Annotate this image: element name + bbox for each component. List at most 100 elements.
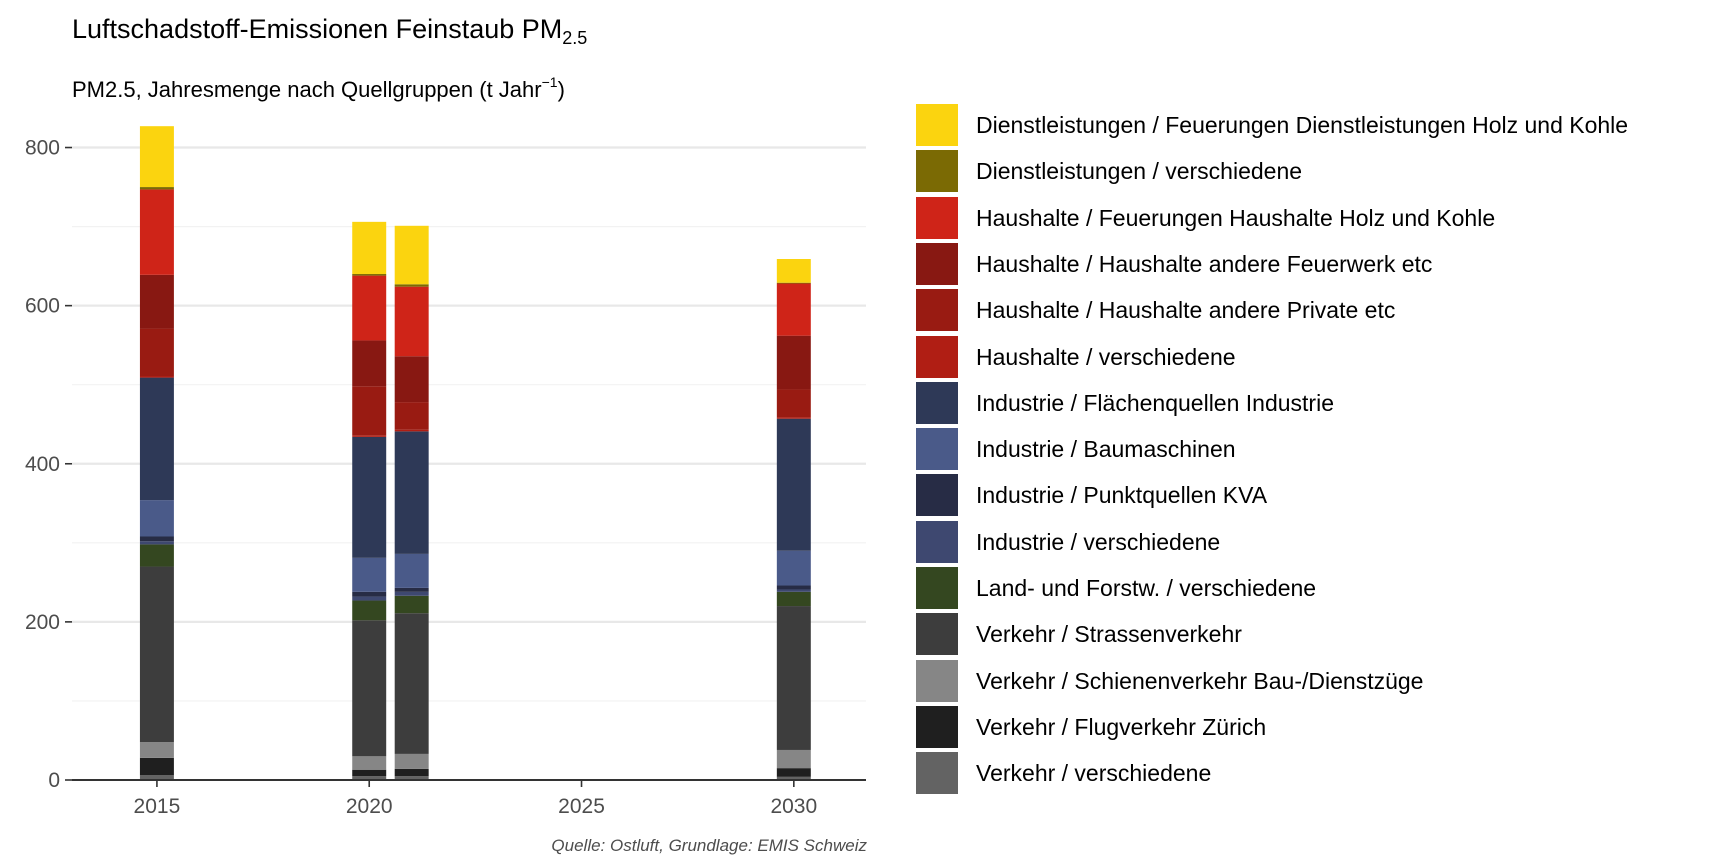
bar-segment — [394, 613, 429, 754]
bar-segment — [776, 749, 811, 769]
legend-label: Industrie / Flächenquellen Industrie — [976, 389, 1334, 416]
bar-segment — [352, 275, 387, 341]
y-tick-label: 400 — [25, 453, 60, 476]
chart-subtitle-main: PM2.5, Jahresmenge nach Quellgruppen (t … — [72, 77, 542, 102]
legend-item: Dienstleistungen / Feuerungen Dienstleis… — [916, 103, 1716, 149]
legend-label: Verkehr / Schienenverkehr Bau-/Dienstzüg… — [976, 667, 1424, 694]
legend-label: Industrie / Punktquellen KVA — [976, 482, 1268, 509]
bar-segment — [139, 126, 174, 188]
bar-segment — [776, 776, 811, 780]
bar-segment — [139, 536, 174, 542]
bar-segment — [776, 389, 811, 418]
bar-segment — [394, 225, 429, 285]
legend-item: Dienstleistungen / verschiedene — [916, 149, 1716, 195]
bar-segment — [394, 402, 429, 430]
legend-item: Industrie / Flächenquellen Industrie — [916, 381, 1716, 427]
bar-segment — [352, 756, 387, 770]
legend-item: Haushalte / verschiedene — [916, 335, 1716, 381]
legend-label: Verkehr / verschiedene — [976, 760, 1212, 787]
chart-title: Luftschadstoff-Emissionen Feinstaub PM2.… — [72, 14, 587, 49]
bar-segment — [139, 377, 174, 501]
legend-item: Industrie / verschiedene — [916, 520, 1716, 566]
legend-label: Haushalte / verschiedene — [976, 343, 1236, 370]
legend-key-swatch — [916, 428, 958, 471]
bar-segment — [394, 591, 429, 596]
bar-segment — [139, 500, 174, 537]
legend-label: Dienstleistungen / Feuerungen Dienstleis… — [976, 112, 1629, 138]
chart-subtitle: PM2.5, Jahresmenge nach Quellgruppen (t … — [72, 74, 565, 103]
bar-segment — [776, 585, 811, 590]
bar-segment — [139, 328, 174, 377]
bar-segment — [139, 757, 174, 776]
bar-segment — [139, 541, 174, 545]
legend-label: Industrie / verschiedene — [976, 528, 1221, 555]
bar-segment — [776, 550, 811, 586]
legend-label: Haushalte / Haushalte andere Feuerwerk e… — [976, 250, 1433, 277]
legend-label: Haushalte / Feuerungen Haushalte Holz un… — [976, 204, 1496, 231]
legend-item: Industrie / Punktquellen KVA — [916, 473, 1716, 519]
legend-label: Dienstleistungen / verschiedene — [976, 158, 1303, 185]
legend-item: Industrie / Baumaschinen — [916, 427, 1716, 473]
bar-segment — [394, 776, 429, 780]
bar-segment — [776, 589, 811, 592]
y-tick-label: 0 — [48, 769, 60, 792]
bar-segment — [352, 620, 387, 757]
bar-segment — [776, 259, 811, 283]
chart-subtitle-end: ) — [557, 77, 565, 102]
chart-caption: Quelle: Ostluft, Grundlage: EMIS Schweiz — [551, 836, 867, 855]
chart-title-main: Luftschadstoff-Emissionen Feinstaub PM — [72, 14, 563, 44]
legend-key-swatch — [916, 150, 958, 193]
y-tick-label: 600 — [25, 295, 60, 318]
bar-segment — [776, 283, 811, 336]
bar-segment — [352, 596, 387, 601]
legend-item: Land- und Forstw. / verschiedene — [916, 566, 1716, 612]
legend-key-swatch — [916, 381, 958, 424]
chart-title-subscript: 2.5 — [562, 28, 588, 48]
legend-key-swatch — [916, 705, 958, 748]
bar-segment — [352, 776, 387, 780]
legend-key-swatch — [916, 335, 958, 378]
bar-segment — [352, 557, 387, 592]
legend-label: Industrie / Baumaschinen — [976, 436, 1236, 463]
legend-key-swatch — [916, 613, 958, 656]
legend-item: Verkehr / Flugverkehr Zürich — [916, 705, 1716, 751]
legend-key-swatch — [916, 196, 958, 239]
bar-segment — [776, 335, 811, 390]
bar-segment — [394, 768, 429, 777]
bar-segment — [394, 753, 429, 769]
bar-segment — [139, 189, 174, 275]
legend-item: Haushalte / Feuerungen Haushalte Holz un… — [916, 196, 1716, 242]
legend-key-swatch — [916, 567, 958, 609]
legend-item: Verkehr / verschiedene — [916, 751, 1716, 797]
bar-segment — [394, 286, 429, 357]
bar-segment — [139, 274, 174, 329]
legend-key-swatch — [916, 104, 958, 146]
bar-segment — [394, 595, 429, 614]
bar-segment — [394, 429, 429, 432]
legend-item: Haushalte / Haushalte andere Private etc — [916, 288, 1716, 334]
legend-item: Verkehr / Schienenverkehr Bau-/Dienstzüg… — [916, 659, 1716, 705]
bar-segment — [352, 591, 387, 597]
legend-key-swatch — [916, 242, 958, 285]
bar-segment — [139, 376, 174, 378]
bar-segment — [394, 587, 429, 592]
bar-segment — [139, 742, 174, 758]
x-tick-label: 2020 — [346, 795, 393, 818]
bar-segment — [394, 356, 429, 403]
x-tick-label: 2030 — [770, 795, 817, 818]
bar-segment — [776, 606, 811, 750]
bar-segment — [139, 566, 174, 743]
bar-segment — [139, 775, 174, 780]
bar-segment — [352, 769, 387, 777]
legend-key-swatch — [916, 474, 958, 517]
chart-subtitle-superscript: −1 — [541, 74, 558, 90]
bar-segment — [352, 600, 387, 621]
bar-segment — [139, 544, 174, 567]
bar-segment — [352, 435, 387, 437]
legend-label: Land- und Forstw. / verschiedene — [976, 575, 1317, 601]
legend-key-swatch — [916, 659, 958, 702]
legend-label: Haushalte / Haushalte andere Private etc — [976, 297, 1396, 324]
legend-key-swatch — [916, 289, 958, 332]
legend-label: Verkehr / Strassenverkehr — [976, 621, 1242, 648]
